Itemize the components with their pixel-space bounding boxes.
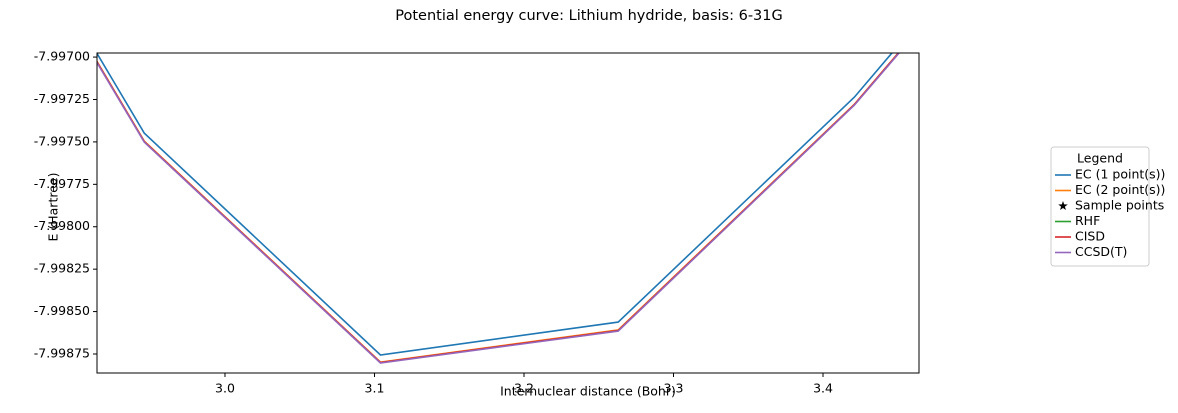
series-line — [97, 53, 900, 363]
legend-marker — [1058, 201, 1068, 211]
y-tick-label: -7.99850 — [34, 303, 90, 318]
x-tick-label: 3.3 — [664, 381, 684, 396]
x-axis-label: Internuclear distance (Bohr) — [500, 384, 676, 399]
legend-label: Sample points — [1075, 198, 1164, 213]
legend-label: CISD — [1075, 229, 1105, 244]
x-tick-label: 3.1 — [365, 381, 385, 396]
y-tick-label: -7.99750 — [34, 133, 90, 148]
y-tick-label: -7.99875 — [34, 345, 90, 360]
legend-label: EC (1 point(s)) — [1075, 167, 1165, 182]
y-tick-label: -7.99725 — [34, 91, 90, 106]
y-tick-label: -7.99800 — [34, 218, 90, 233]
x-tick-label: 3.0 — [215, 381, 235, 396]
plot-lines — [97, 53, 901, 364]
series-line — [97, 53, 894, 356]
legend-label: RHF — [1075, 213, 1100, 228]
legend-label: EC (2 point(s)) — [1075, 182, 1165, 197]
legend-title: Legend — [1077, 151, 1123, 166]
series-line — [97, 53, 901, 364]
y-axis-label: E (Hartree) — [46, 173, 61, 242]
chart-title: Potential energy curve: Lithium hydride,… — [395, 8, 783, 24]
x-tick-label: 3.4 — [813, 381, 833, 396]
y-tick-label: -7.99825 — [34, 261, 90, 276]
legend-label: CCSD(T) — [1075, 244, 1127, 259]
x-tick-label: 3.2 — [514, 381, 534, 396]
y-tick-label: -7.99700 — [34, 49, 90, 64]
legend-box — [1050, 146, 1150, 267]
series-line — [97, 53, 900, 364]
plot-frame — [96, 52, 920, 374]
y-tick-label: -7.99775 — [34, 176, 90, 191]
